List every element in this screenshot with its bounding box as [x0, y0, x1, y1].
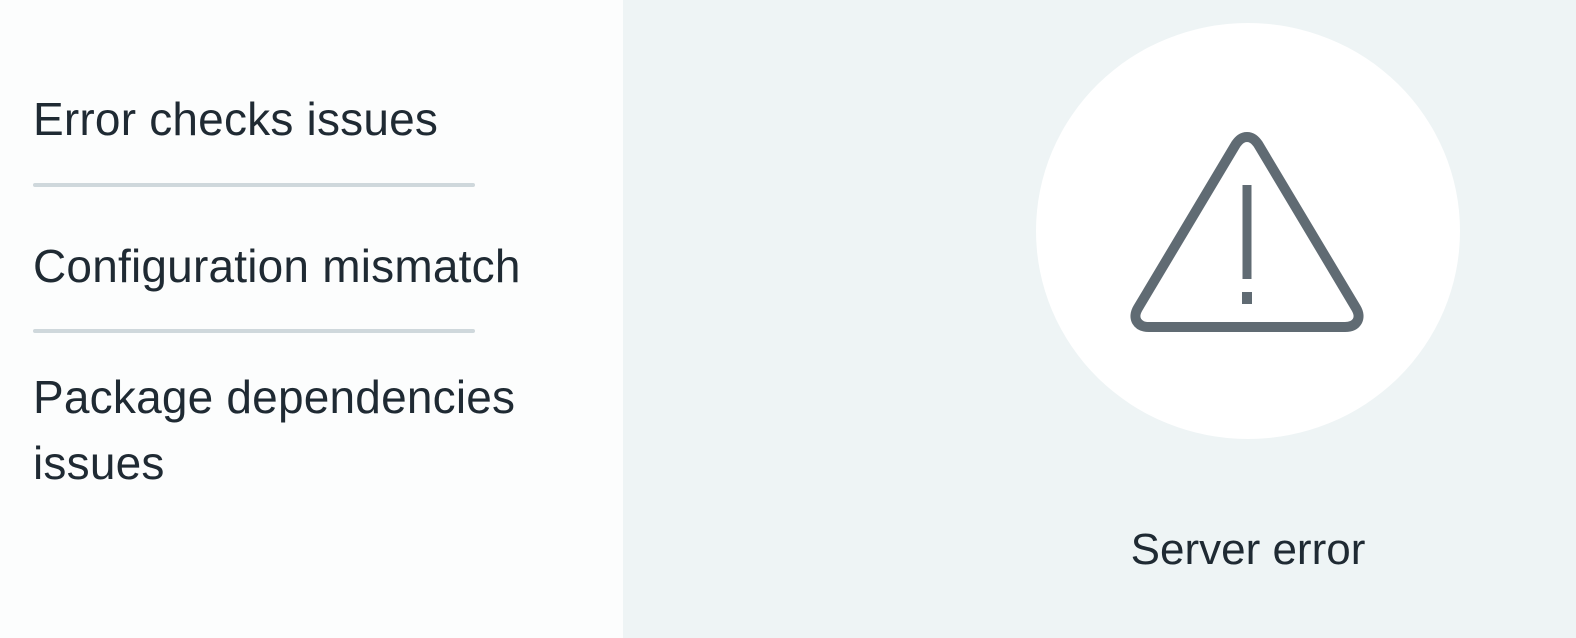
warning-triangle-icon: [1130, 132, 1364, 332]
left-panel: Error checks issues Configuration mismat…: [0, 0, 623, 638]
icon-caption: Server error: [1130, 525, 1366, 574]
icon-circle: [1036, 23, 1460, 439]
divider: [33, 329, 475, 333]
list-item-package-dependencies: Package dependencies issues: [33, 371, 516, 489]
divider: [33, 183, 475, 187]
right-panel: Server error: [623, 0, 1576, 638]
list-item-error-checks: Error checks issues: [33, 93, 439, 145]
list-item-configuration-mismatch: Configuration mismatch: [33, 240, 521, 292]
